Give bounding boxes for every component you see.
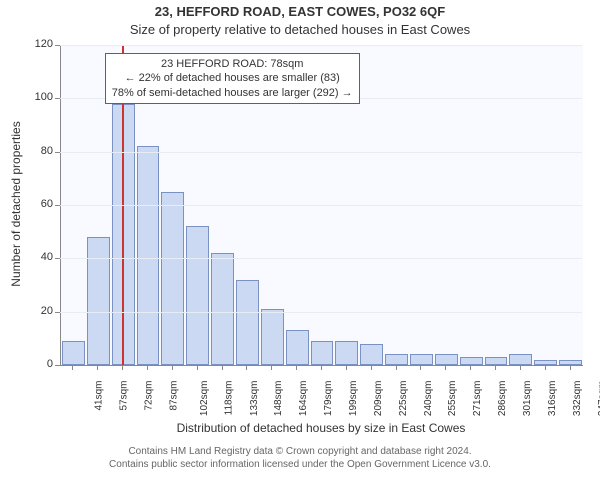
x-tick-label: 316sqm [547,381,558,417]
x-tick-label: 102sqm [199,381,210,417]
x-tick-label: 164sqm [298,381,309,417]
x-tick-mark [147,365,148,370]
x-tick-label: 225sqm [398,381,409,417]
y-gridline [60,312,582,313]
x-tick-label: 41sqm [94,381,105,411]
histogram-bar [485,357,508,365]
histogram-bar [435,354,458,365]
histogram-bar [385,354,408,365]
y-tick-label: 120 [25,38,53,50]
footer-line-1: Contains HM Land Registry data © Crown c… [0,445,600,458]
y-tick-mark [55,98,60,99]
x-tick-mark [172,365,173,370]
histogram-bar [286,330,309,365]
x-tick-mark [371,365,372,370]
x-tick-mark [321,365,322,370]
y-gridline [60,45,582,46]
x-tick-mark [545,365,546,370]
annotation-line: ← 22% of detached houses are smaller (83… [112,71,353,85]
y-tick-label: 40 [25,251,53,263]
histogram-bar [62,341,85,365]
y-gridline [60,258,582,259]
x-tick-mark [445,365,446,370]
x-tick-mark [420,365,421,370]
y-tick-mark [55,312,60,313]
y-gridline [60,152,582,153]
x-tick-label: 301sqm [522,381,533,417]
histogram-bar [161,192,184,365]
x-tick-mark [470,365,471,370]
x-tick-label: 286sqm [497,381,508,417]
x-tick-label: 347sqm [597,381,600,417]
y-tick-label: 60 [25,198,53,210]
histogram-bar [236,280,259,365]
x-tick-mark [271,365,272,370]
y-axis-label: Number of detached properties [9,44,23,364]
y-tick-mark [55,152,60,153]
x-tick-label: 240sqm [423,381,434,417]
histogram-bar [509,354,532,365]
x-tick-label: 179sqm [323,381,334,417]
annotation-box: 23 HEFFORD ROAD: 78sqm← 22% of detached … [105,53,360,104]
y-tick-mark [55,45,60,46]
x-tick-mark [570,365,571,370]
y-tick-mark [55,365,60,366]
x-tick-label: 87sqm [169,381,180,411]
x-tick-mark [197,365,198,370]
x-tick-label: 271sqm [472,381,483,417]
histogram-bar [360,344,383,365]
histogram-bar [186,226,209,365]
x-tick-mark [72,365,73,370]
x-tick-label: 332sqm [572,381,583,417]
x-tick-label: 148sqm [274,381,285,417]
histogram-bar [211,253,234,365]
chart-title-main: 23, HEFFORD ROAD, EAST COWES, PO32 6QF [0,4,600,19]
histogram-bar [410,354,433,365]
annotation-line: 78% of semi-detached houses are larger (… [112,86,353,100]
histogram-bar [137,146,160,365]
histogram-bar [460,357,483,365]
chart-footer: Contains HM Land Registry data © Crown c… [0,445,600,471]
x-tick-mark [246,365,247,370]
y-tick-label: 100 [25,91,53,103]
histogram-bar [261,309,284,365]
annotation-line: 23 HEFFORD ROAD: 78sqm [112,57,353,71]
y-gridline [60,205,582,206]
x-tick-mark [97,365,98,370]
x-tick-mark [495,365,496,370]
histogram-bar [335,341,358,365]
x-tick-mark [520,365,521,370]
chart-title-sub: Size of property relative to detached ho… [0,22,600,37]
x-tick-label: 72sqm [144,381,155,411]
chart-container: 23, HEFFORD ROAD, EAST COWES, PO32 6QF S… [0,0,600,500]
y-tick-label: 0 [25,358,53,370]
x-axis-label: Distribution of detached houses by size … [60,421,582,435]
x-tick-mark [122,365,123,370]
histogram-bar [87,237,110,365]
x-tick-mark [296,365,297,370]
x-tick-label: 199sqm [348,381,359,417]
x-tick-label: 118sqm [223,381,234,416]
y-tick-mark [55,258,60,259]
x-tick-label: 57sqm [119,381,130,411]
histogram-bar [311,341,334,365]
y-tick-label: 20 [25,305,53,317]
y-tick-label: 80 [25,145,53,157]
x-tick-mark [346,365,347,370]
x-tick-mark [396,365,397,370]
footer-line-2: Contains public sector information licen… [0,458,600,471]
y-tick-mark [55,205,60,206]
x-tick-mark [222,365,223,370]
x-tick-label: 133sqm [249,381,260,417]
x-tick-label: 209sqm [373,381,384,417]
x-tick-label: 255sqm [448,381,459,417]
